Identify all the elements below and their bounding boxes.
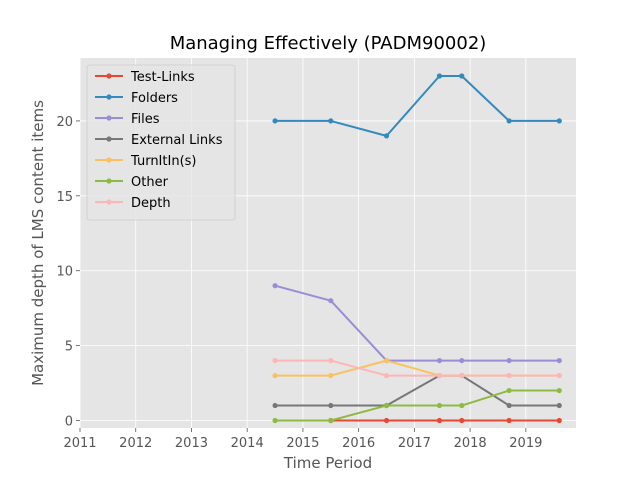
legend-label-other: Other xyxy=(131,175,169,190)
x-tick-label-6: 2017 xyxy=(398,436,431,451)
point-folders-1 xyxy=(328,118,334,124)
point-other-5 xyxy=(506,387,512,394)
legend-label-depth: Depth xyxy=(131,196,171,211)
legend-label-turnitin-s: TurnItIn(s) xyxy=(130,154,196,169)
legend-item-depth: Depth xyxy=(95,196,171,211)
point-other-2 xyxy=(383,402,390,409)
point-files-0 xyxy=(272,283,278,289)
y-tick-label-4: 20 xyxy=(56,115,73,130)
x-axis-label: Time Period xyxy=(283,454,372,472)
x-tick-label-0: 2011 xyxy=(63,436,96,451)
point-other-1 xyxy=(328,417,334,424)
legend-item-turnitin-s: TurnItIn(s) xyxy=(95,154,196,169)
legend-item-other: Other xyxy=(95,175,169,190)
point-depth-2 xyxy=(383,372,390,379)
x-tick-label-7: 2018 xyxy=(454,436,487,451)
point-external-links-6 xyxy=(556,402,562,409)
point-depth-1 xyxy=(328,357,334,364)
x-tick-label-8: 2019 xyxy=(509,436,542,451)
point-files-3 xyxy=(436,357,443,364)
axis-ticks: 2011 2012 2013 2014 2015 2016 2017 2018 20190510… xyxy=(56,115,542,451)
point-other-6 xyxy=(556,387,562,394)
point-turnitin-s-1 xyxy=(328,372,334,379)
point-external-links-5 xyxy=(506,402,512,409)
point-files-5 xyxy=(506,357,512,364)
point-turnitin-s-0 xyxy=(272,372,278,379)
point-files-1 xyxy=(328,298,334,304)
legend-marker-other xyxy=(106,178,112,184)
y-tick-label-3: 15 xyxy=(56,190,73,205)
legend-label-files: Files xyxy=(131,112,160,127)
point-folders-0 xyxy=(272,118,278,124)
point-folders-2 xyxy=(383,133,390,139)
point-test-links-6 xyxy=(556,417,562,424)
legend-marker-external-links xyxy=(106,136,112,142)
point-test-links-2 xyxy=(383,417,390,424)
x-tick-label-3: 2014 xyxy=(231,436,264,451)
point-test-links-5 xyxy=(506,417,512,424)
point-other-0 xyxy=(272,417,278,424)
legend-frame xyxy=(86,64,236,221)
point-folders-5 xyxy=(506,118,512,124)
point-depth-4 xyxy=(459,372,465,379)
legend-marker-depth xyxy=(106,199,112,205)
legend-label-test-links: Test-Links xyxy=(130,70,195,85)
y-tick-label-1: 5 xyxy=(65,340,73,355)
chart-title: Managing Effectively (PADM90002) xyxy=(170,33,487,54)
point-depth-5 xyxy=(506,372,512,379)
point-depth-3 xyxy=(436,372,443,379)
point-test-links-4 xyxy=(459,417,465,424)
legend: Test-Links Folders Files External Links Turn… xyxy=(86,64,236,221)
legend-item-external-links: External Links xyxy=(95,133,223,148)
x-tick-label-1: 2012 xyxy=(119,436,152,451)
legend-marker-files xyxy=(106,115,112,121)
legend-item-test-links: Test-Links xyxy=(95,70,195,85)
legend-item-folders: Folders xyxy=(95,91,178,106)
point-folders-3 xyxy=(436,73,443,79)
series-folders xyxy=(272,73,562,139)
y-tick-label-0: 0 xyxy=(65,415,73,430)
point-files-4 xyxy=(459,357,465,364)
legend-label-external-links: External Links xyxy=(131,133,223,148)
point-test-links-3 xyxy=(436,417,443,424)
point-external-links-1 xyxy=(328,402,334,409)
x-tick-label-2: 2013 xyxy=(175,436,208,451)
legend-item-files: Files xyxy=(95,112,160,127)
series-test-links xyxy=(328,417,562,424)
point-external-links-0 xyxy=(272,402,278,409)
legend-marker-folders xyxy=(106,94,112,100)
series-other xyxy=(272,387,562,424)
point-folders-6 xyxy=(556,118,562,124)
point-turnitin-s-2 xyxy=(383,357,390,364)
legend-marker-turnitin-s xyxy=(106,157,112,163)
x-tick-label-5: 2016 xyxy=(342,436,375,451)
point-folders-4 xyxy=(459,73,465,79)
series-group xyxy=(272,73,562,424)
legend-label-folders: Folders xyxy=(131,91,178,106)
y-tick-label-2: 10 xyxy=(56,265,73,280)
point-depth-0 xyxy=(272,357,278,364)
x-tick-label-4: 2015 xyxy=(286,436,319,451)
legend-marker-test-links xyxy=(106,73,112,79)
series-depth xyxy=(272,357,562,379)
point-files-6 xyxy=(556,357,562,364)
point-depth-6 xyxy=(556,372,562,379)
point-other-3 xyxy=(436,402,443,409)
point-other-4 xyxy=(459,402,465,409)
y-axis-label: Maximum depth of LMS content items xyxy=(29,100,47,386)
series-files xyxy=(272,283,562,364)
